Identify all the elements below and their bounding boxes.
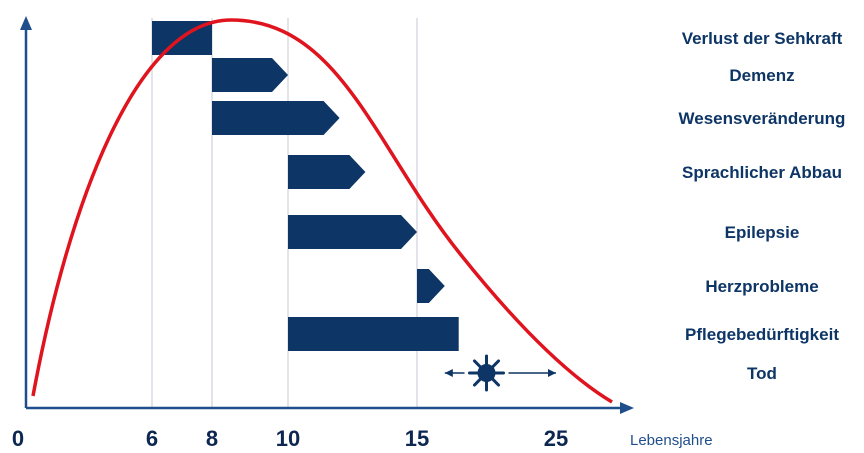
stage-label: Wesensveränderung bbox=[679, 109, 846, 128]
death-label: Tod bbox=[747, 364, 777, 383]
stage-label: Demenz bbox=[729, 66, 794, 85]
stage-bar bbox=[417, 269, 445, 303]
x-tick-label: 6 bbox=[146, 426, 158, 451]
stage-bar bbox=[288, 215, 417, 249]
x-axis-label: Lebensjahre bbox=[630, 432, 713, 449]
stage-bar bbox=[212, 101, 340, 135]
axes bbox=[20, 16, 634, 414]
stage-label: Herzprobleme bbox=[705, 277, 818, 296]
x-tick-labels: 0 6 8 10 15 25 bbox=[12, 426, 568, 451]
stage-bar bbox=[288, 155, 366, 189]
stage-labels: Verlust der Sehkraft Demenz Wesensveränder… bbox=[679, 29, 846, 383]
sun-icon bbox=[468, 354, 505, 392]
stage-label: Epilepsie bbox=[725, 223, 800, 242]
x-tick-label: 0 bbox=[12, 426, 24, 451]
stage-bar bbox=[288, 317, 459, 351]
death-marker bbox=[444, 354, 556, 392]
stage-label: Pflegebedürftigkeit bbox=[685, 325, 839, 344]
x-tick-label: 15 bbox=[405, 426, 429, 451]
x-tick-label: 25 bbox=[544, 426, 568, 451]
x-tick-label: 8 bbox=[206, 426, 218, 451]
x-tick-label: 10 bbox=[276, 426, 300, 451]
stage-label: Verlust der Sehkraft bbox=[682, 29, 843, 48]
y-axis-arrowhead-icon bbox=[20, 16, 32, 30]
x-axis-arrowhead-icon bbox=[620, 402, 634, 414]
stage-bar bbox=[212, 58, 288, 92]
curve-line bbox=[31, 18, 613, 404]
stage-bars bbox=[152, 21, 459, 351]
stage-label: Sprachlicher Abbau bbox=[682, 163, 842, 182]
arrowhead-left-icon bbox=[444, 369, 453, 377]
arrowhead-right-icon bbox=[548, 369, 556, 377]
